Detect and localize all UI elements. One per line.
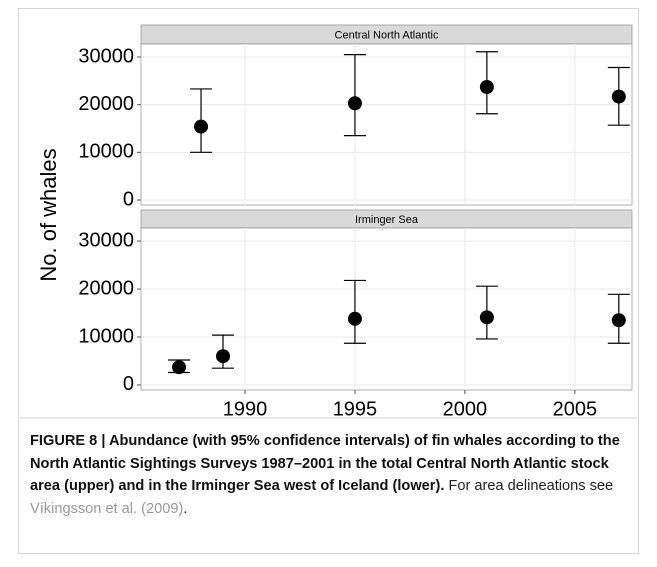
panel-title: Central North Atlantic: [335, 29, 439, 41]
y-axis-label: No. of whales: [36, 148, 61, 281]
x-tick-label: 1990: [223, 398, 268, 420]
x-tick-label: 2005: [553, 398, 598, 420]
y-tick-label: 0: [123, 188, 134, 210]
y-tick-label: 20000: [78, 93, 134, 115]
chart: No. of whales Central North Atlantic 0 100…: [20, 24, 637, 420]
caption-end: .: [183, 500, 188, 517]
caption-link[interactable]: Víkingsson et al. (2009): [30, 500, 184, 517]
caption-bold: FIGURE 8 | Abundance (with 95% confidenc…: [30, 433, 620, 494]
x-tick-label: 1995: [333, 398, 378, 420]
y-tick-label: 10000: [78, 141, 134, 163]
point: [194, 119, 209, 134]
y-tick-label: 30000: [78, 229, 134, 251]
y-tick-label: 30000: [78, 45, 134, 67]
y-tick-label: 10000: [78, 325, 134, 347]
caption: FIGURE 8 | Abundance (with 95% confidenc…: [30, 430, 634, 520]
point: [216, 349, 231, 364]
y-tick-label: 0: [123, 373, 134, 395]
figure-frame: [18, 8, 639, 554]
panel-title: Irminger Sea: [355, 214, 419, 226]
point: [479, 80, 494, 95]
panel: [140, 227, 633, 391]
x-tick-label: 2000: [443, 398, 488, 420]
caption-text: For area delineations see: [448, 478, 614, 494]
y-tick-label: 20000: [78, 277, 134, 299]
point: [347, 311, 362, 326]
point: [479, 310, 494, 325]
point: [347, 96, 362, 111]
point: [172, 360, 187, 375]
point: [611, 89, 626, 104]
point: [611, 313, 626, 328]
panel: [140, 43, 633, 206]
